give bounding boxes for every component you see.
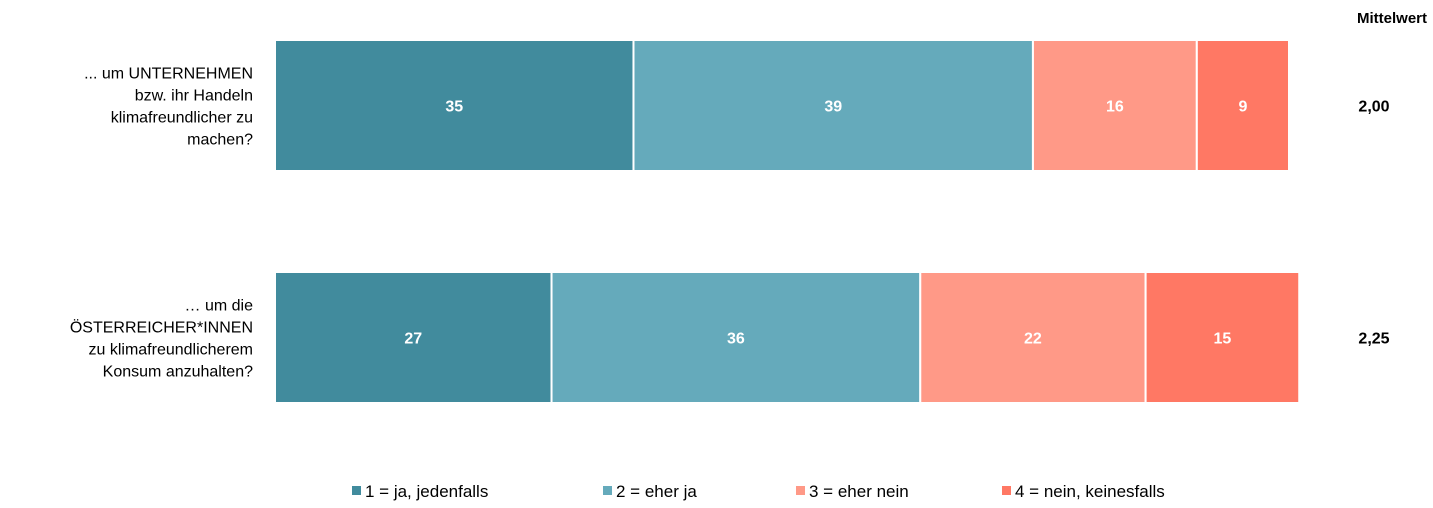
bar-value-label: 22 [1024,331,1042,348]
legend-swatch [796,486,805,495]
category-label: ... um UNTERNEHMEN bzw. ihr Handeln klimaf… [84,66,253,149]
bar-segment [274,39,635,172]
bars-layer: ... um UNTERNEHMEN bzw. ihr Handeln klimaf… [70,39,1390,404]
legend-label: 3 = eher nein [809,482,909,501]
bar-value-label: 36 [727,331,745,348]
bar-value-label: 9 [1238,99,1247,116]
bar-value-label: 35 [445,99,463,116]
bar-value-label: 27 [404,331,422,348]
mean-column-header: Mittelwert [1357,10,1427,27]
bar-segment [1195,39,1291,172]
bar-segment [632,39,1034,172]
bar-segment [1031,39,1198,172]
legend-label: 1 = ja, jedenfalls [365,482,488,501]
bar-segment [919,271,1147,404]
legend-item: 4 = nein, keinesfalls [1002,482,1165,501]
legend-item: 2 = eher ja [603,482,697,501]
legend-label: 2 = eher ja [616,482,697,501]
mean-value: 2,00 [1358,99,1389,116]
legend-item: 1 = ja, jedenfalls [352,482,488,501]
legend-label: 4 = nein, keinesfalls [1015,482,1165,501]
bar-segment [550,271,922,404]
legend-item: 3 = eher nein [796,482,909,501]
bar-value-label: 39 [824,99,842,116]
bar-segment [274,271,553,404]
legend-swatch [1002,486,1011,495]
legend-swatch [603,486,612,495]
bar-value-label: 16 [1106,99,1124,116]
category-label: … um die ÖSTERREICHER*INNEN zu klimafreund… [70,298,253,381]
mean-value: 2,25 [1358,331,1389,348]
bar-segment [1144,271,1301,404]
bar-value-label: 15 [1214,331,1232,348]
legend: 1 = ja, jedenfalls 2 = eher ja 3 = eher ne… [352,482,1165,501]
legend-swatch [352,486,361,495]
